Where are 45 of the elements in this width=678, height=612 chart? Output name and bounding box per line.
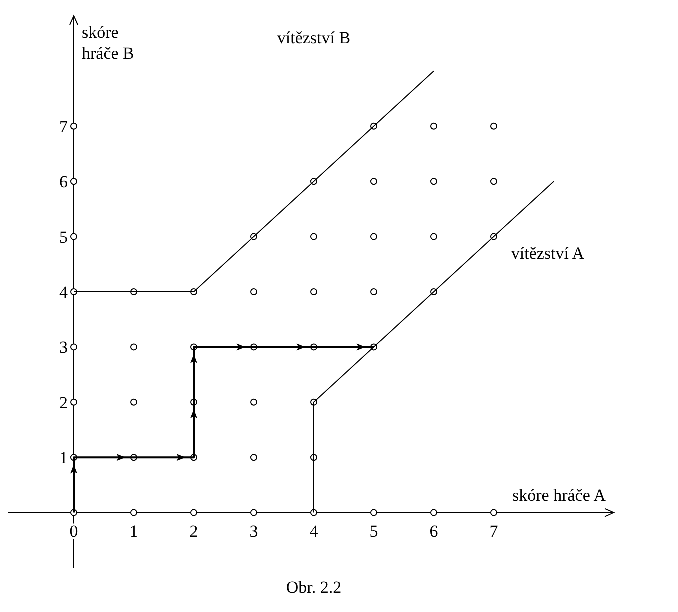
point (430, 178, 438, 186)
point (70, 178, 78, 186)
x-tick-label: 4 (310, 522, 319, 541)
point (130, 344, 138, 351)
point (250, 288, 258, 296)
point (370, 233, 378, 240)
y-tick-label: 2 (60, 393, 68, 412)
y-axis-title: skóre hráče B (82, 23, 134, 63)
point (70, 122, 78, 130)
point (370, 509, 378, 516)
point (490, 509, 498, 516)
point (430, 122, 438, 130)
x-tick-label: 3 (250, 522, 258, 541)
x-tick-label: 7 (490, 522, 499, 541)
point (490, 178, 498, 186)
x-tick-label: 6 (430, 522, 438, 541)
x-tick-label: 5 (370, 522, 378, 541)
point (250, 398, 258, 406)
point (130, 398, 138, 406)
point (130, 509, 138, 516)
text: Obr. 2.2 (286, 578, 342, 597)
y-tick-label: 5 (60, 228, 68, 247)
x-tick-label: 1 (130, 522, 138, 541)
annotation: vítězství A (511, 244, 586, 263)
point (70, 344, 78, 351)
y-tick-label: 4 (60, 283, 68, 302)
point (70, 233, 78, 240)
point (190, 509, 198, 516)
point (370, 178, 378, 186)
point (430, 233, 438, 240)
annotation: vítězství B (277, 28, 351, 48)
point (310, 233, 318, 240)
y-tick-label: 3 (60, 338, 68, 358)
point (250, 454, 258, 462)
y-tick-label: 7 (60, 117, 68, 136)
y-tick-label: 6 (60, 172, 68, 192)
y-tick-label: 1 (60, 448, 68, 468)
x-axis-title: skóre hráče A (512, 486, 607, 505)
point (490, 122, 498, 130)
point (250, 509, 258, 516)
point (430, 509, 438, 516)
x-tick-label: 2 (190, 522, 198, 541)
point (370, 288, 378, 296)
point (310, 288, 318, 296)
point (70, 398, 78, 406)
